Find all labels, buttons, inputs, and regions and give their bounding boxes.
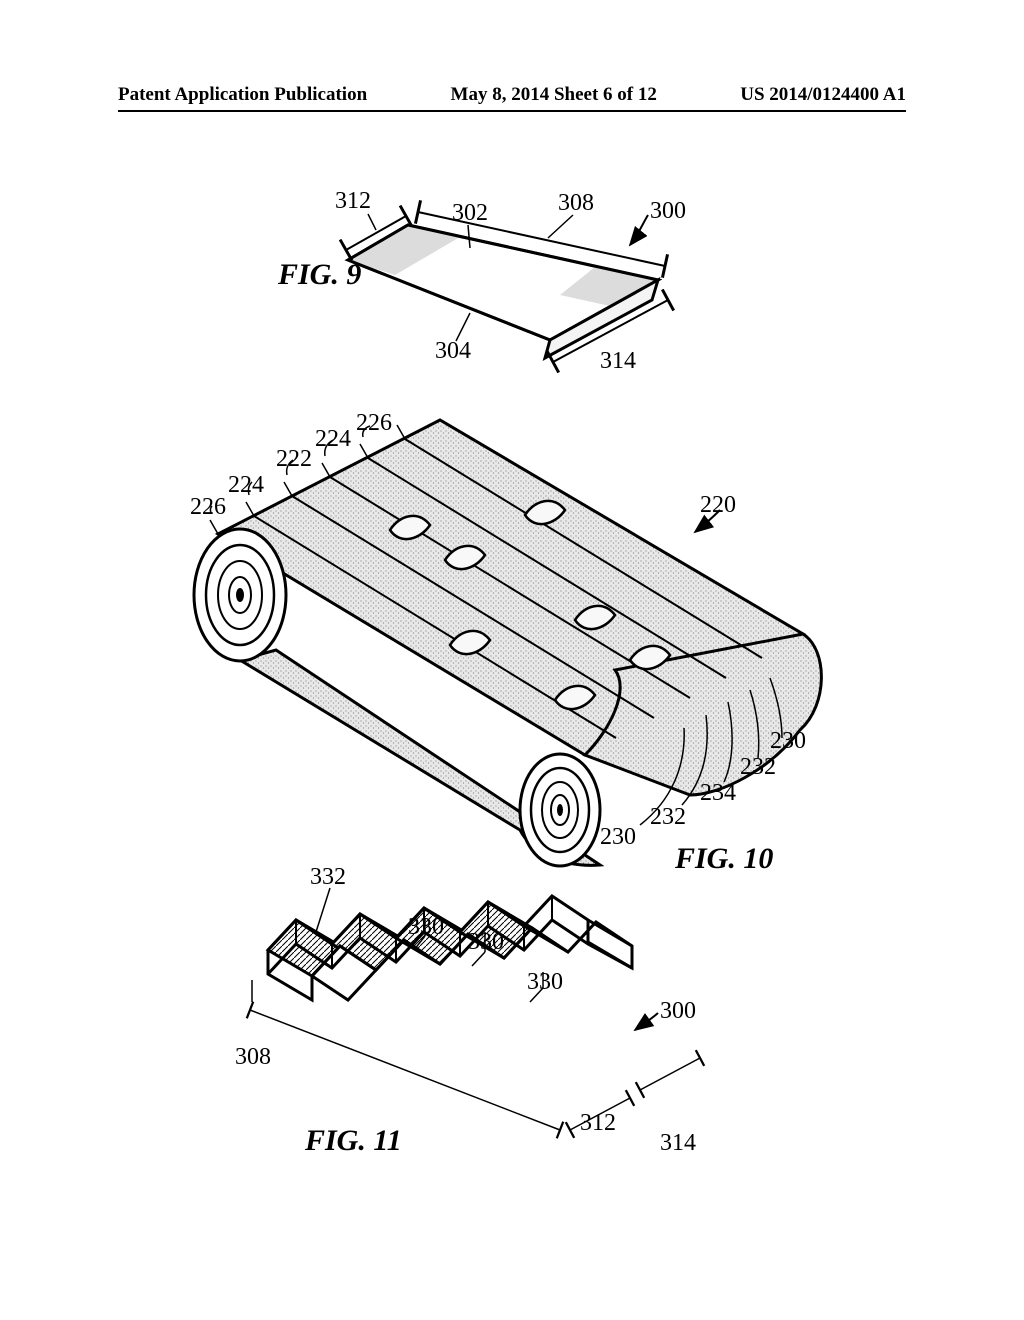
- fig11-title: FIG. 11: [305, 1124, 402, 1158]
- header-left: Patent Application Publication: [118, 84, 367, 106]
- header-right: US 2014/0124400 A1: [740, 84, 906, 106]
- fig11-svg: [0, 130, 1024, 1260]
- header-center: May 8, 2014 Sheet 6 of 12: [451, 84, 657, 106]
- ref-330-a: 330: [408, 914, 444, 941]
- figure-area: 312 302 308 300 304 314 FIG. 9: [0, 130, 1024, 1260]
- ref-300-b: 300: [660, 998, 696, 1025]
- ref-330-c: 330: [527, 969, 563, 996]
- header-rule: [118, 110, 906, 112]
- ref-330-b: 330: [468, 929, 504, 956]
- ref-332: 332: [310, 864, 346, 891]
- ref-312-b: 312: [580, 1110, 616, 1137]
- ref-314-b: 314: [660, 1130, 696, 1157]
- ref-308-b: 308: [235, 1044, 271, 1071]
